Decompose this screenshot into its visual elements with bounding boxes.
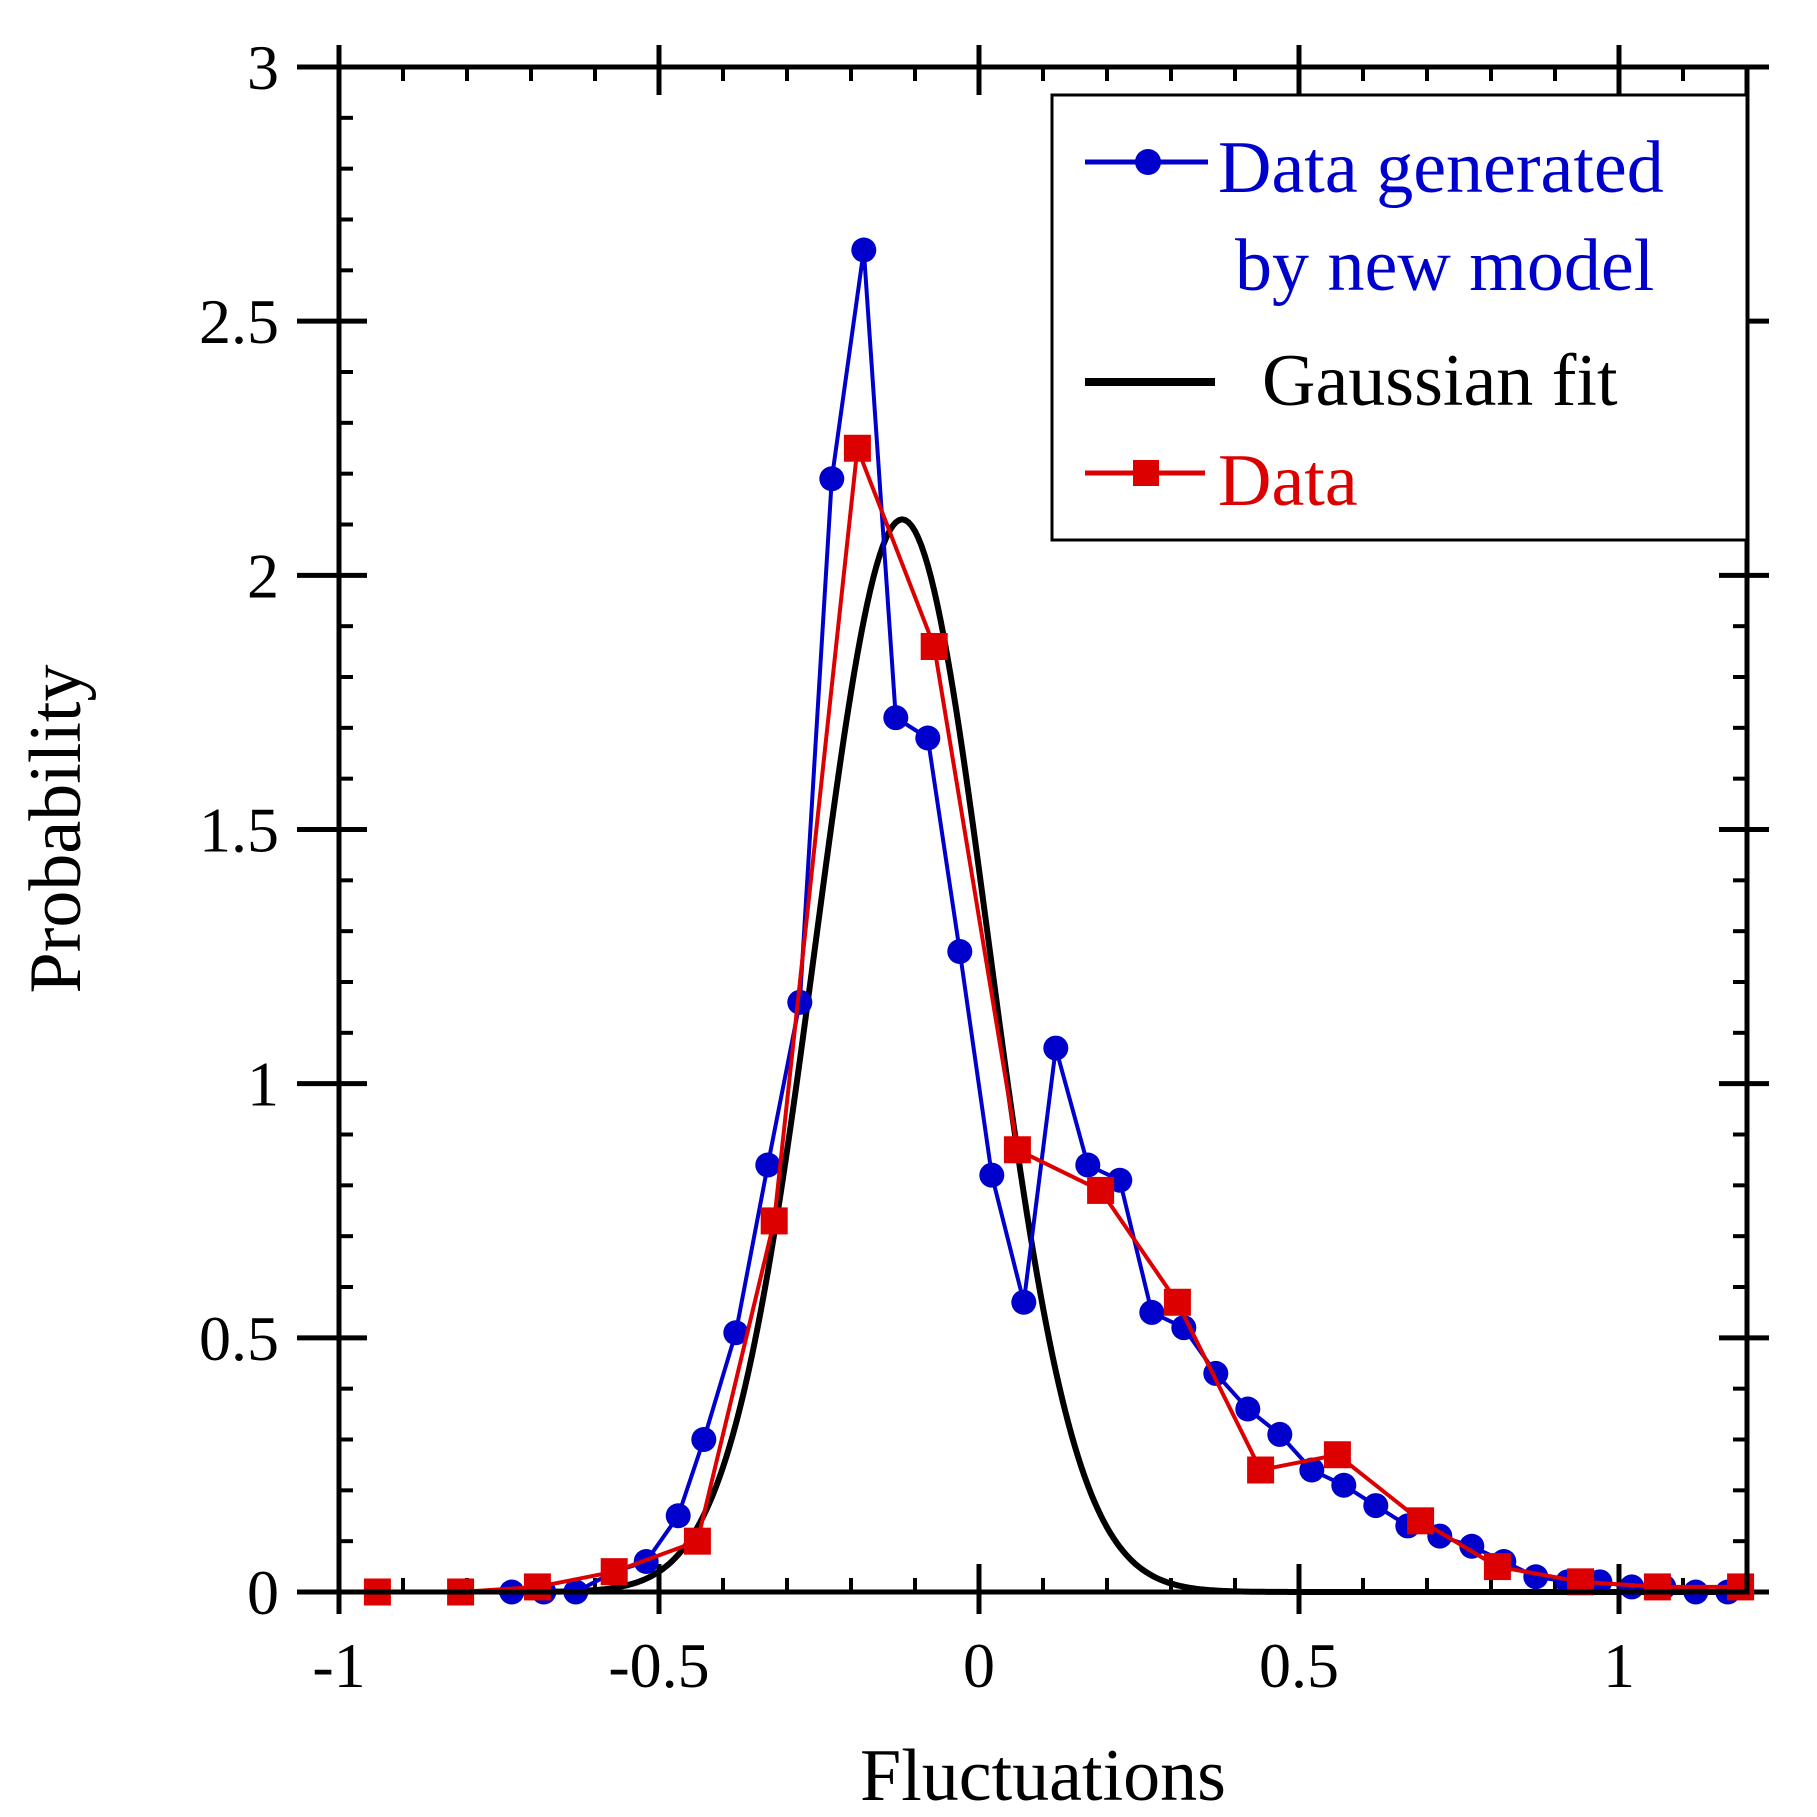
- data-point: [1727, 1573, 1755, 1601]
- model-point: [1011, 1289, 1037, 1315]
- x-axis-title: Fluctuations: [860, 1735, 1226, 1817]
- model-point: [1331, 1472, 1357, 1498]
- data-point: [1643, 1573, 1671, 1601]
- legend: Data generated by new model Gaussian fit…: [1050, 93, 1749, 542]
- x-tick-label: 0.5: [1259, 1630, 1339, 1701]
- model-point: [665, 1503, 691, 1529]
- tick-labels: -1 -0.5 0 0.5 1 0 0.5 1 1.5 2 2.5 3: [199, 32, 1635, 1701]
- model-point: [819, 466, 845, 492]
- data-point: [683, 1527, 711, 1555]
- gaussian-fit-curve: [499, 516, 1747, 1595]
- data-point: [760, 1207, 788, 1235]
- y-tick-label: 0.5: [199, 1303, 279, 1374]
- plot-frame: [336, 64, 1750, 1595]
- data-point: [523, 1573, 551, 1601]
- legend-model-label-line1: Data generated: [1218, 127, 1664, 209]
- y-tick-label: 2.5: [199, 286, 279, 357]
- data-point: [920, 633, 948, 660]
- x-tick-label: 1: [1603, 1630, 1635, 1701]
- data-point: [1087, 1176, 1115, 1204]
- data-point: [1003, 1136, 1031, 1164]
- x-tick-label: -1: [312, 1630, 365, 1701]
- model-point: [979, 1162, 1005, 1188]
- model-point: [723, 1320, 749, 1346]
- x-tick-label: 0: [963, 1630, 995, 1701]
- x-tick-label: -0.5: [608, 1630, 709, 1701]
- model-point: [691, 1427, 717, 1452]
- model-point: [1171, 1315, 1197, 1341]
- data-point: [843, 434, 871, 462]
- model-point: [851, 237, 877, 263]
- model-point: [787, 989, 813, 1015]
- legend-model-marker: [1135, 149, 1161, 175]
- legend-gauss-label: Gaussian fit: [1262, 340, 1618, 422]
- y-tick-label: 1.5: [199, 795, 279, 866]
- y-tick-label: 2: [247, 540, 279, 611]
- y-tick-label: 3: [247, 32, 279, 103]
- data-point: [600, 1558, 628, 1586]
- model-point: [883, 705, 909, 731]
- data-point: [1163, 1288, 1191, 1316]
- model-point: [1299, 1457, 1325, 1483]
- model-point: [1459, 1533, 1485, 1559]
- data-series-line: [377, 446, 1741, 1594]
- model-point: [1267, 1421, 1293, 1447]
- model-point: [755, 1152, 781, 1178]
- data-point: [1323, 1441, 1351, 1469]
- model-point: [947, 939, 973, 964]
- model-point: [1363, 1493, 1389, 1519]
- model-point: [1075, 1152, 1101, 1178]
- model-point: [1043, 1035, 1069, 1061]
- model-point: [1235, 1396, 1261, 1422]
- legend-box: [1050, 93, 1749, 542]
- legend-data-label: Data: [1218, 440, 1358, 522]
- y-axis-title: Probability: [15, 665, 97, 994]
- data-point: [1247, 1456, 1275, 1484]
- y-tick-label: 1: [247, 1049, 279, 1120]
- data-point: [1407, 1507, 1435, 1535]
- model-point: [915, 725, 941, 751]
- data-point: [1483, 1553, 1511, 1581]
- model-point: [1139, 1299, 1165, 1325]
- legend-model-label-line2: by new model: [1235, 225, 1654, 307]
- legend-data-marker: [1133, 460, 1159, 486]
- y-tick-label: 0: [247, 1557, 279, 1628]
